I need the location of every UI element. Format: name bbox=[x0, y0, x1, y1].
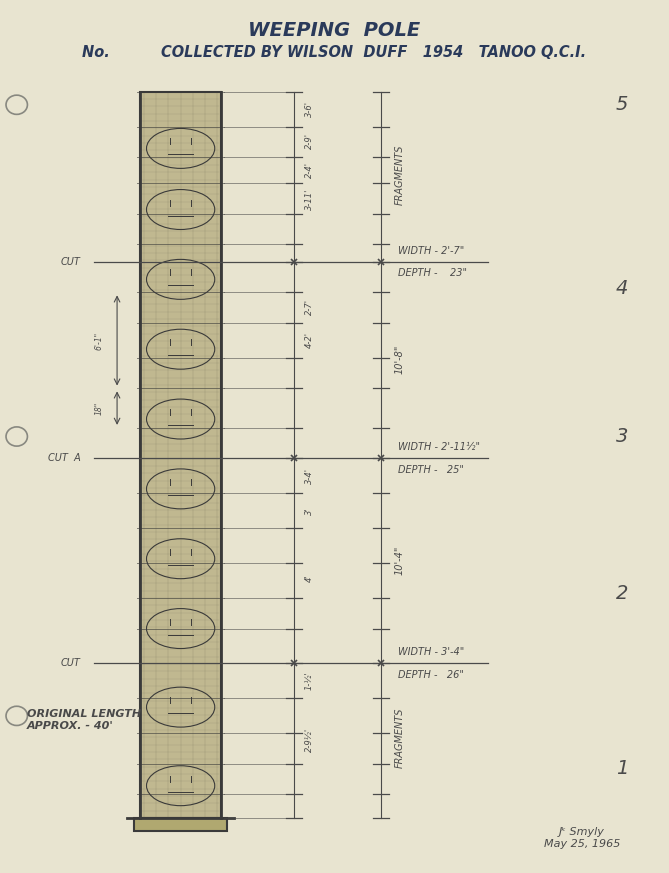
Ellipse shape bbox=[6, 95, 27, 114]
Text: 3: 3 bbox=[616, 427, 628, 446]
Text: 2: 2 bbox=[616, 584, 628, 603]
Text: 1-½': 1-½' bbox=[305, 671, 314, 691]
Text: 3': 3' bbox=[305, 507, 314, 514]
Text: WIDTH - 2'-7": WIDTH - 2'-7" bbox=[398, 245, 464, 256]
Text: 3-4': 3-4' bbox=[305, 468, 314, 484]
Text: 10'-4": 10'-4" bbox=[395, 546, 405, 575]
Text: 6'-1": 6'-1" bbox=[95, 332, 104, 349]
Text: 4-2': 4-2' bbox=[305, 333, 314, 348]
Text: CUT: CUT bbox=[60, 257, 80, 267]
Text: 3-11': 3-11' bbox=[305, 189, 314, 210]
Text: 2-7': 2-7' bbox=[305, 299, 314, 315]
Text: 2-9½': 2-9½' bbox=[305, 728, 314, 753]
Ellipse shape bbox=[6, 706, 27, 725]
Text: 2-4': 2-4' bbox=[305, 162, 314, 178]
Text: ORIGINAL LENGTH
APPROX. - 40': ORIGINAL LENGTH APPROX. - 40' bbox=[27, 710, 141, 731]
Text: DEPTH -   25": DEPTH - 25" bbox=[398, 464, 464, 475]
Text: No.          COLLECTED BY WILSON  DUFF   1954   TANOO Q.C.I.: No. COLLECTED BY WILSON DUFF 1954 TANOO … bbox=[82, 45, 587, 60]
Bar bbox=[140, 92, 221, 818]
Text: 18": 18" bbox=[95, 402, 104, 416]
Text: WEEPING  POLE: WEEPING POLE bbox=[248, 21, 421, 40]
Text: FRAGMENTS: FRAGMENTS bbox=[395, 707, 405, 768]
Text: FRAGMENTS: FRAGMENTS bbox=[395, 144, 405, 205]
Text: 3-6': 3-6' bbox=[305, 101, 314, 117]
Text: 4': 4' bbox=[305, 574, 314, 581]
Text: 4: 4 bbox=[616, 278, 628, 298]
Text: 5: 5 bbox=[616, 95, 628, 114]
Ellipse shape bbox=[6, 427, 27, 446]
Text: DEPTH -   26": DEPTH - 26" bbox=[398, 670, 464, 680]
Text: CUT: CUT bbox=[60, 658, 80, 669]
Text: WIDTH - 2'-11½": WIDTH - 2'-11½" bbox=[398, 442, 480, 452]
Text: WIDTH - 3'-4": WIDTH - 3'-4" bbox=[398, 647, 464, 657]
Text: 2-9': 2-9' bbox=[305, 134, 314, 149]
Text: DEPTH -    23": DEPTH - 23" bbox=[398, 268, 467, 278]
Text: CUT  A: CUT A bbox=[47, 453, 80, 464]
Bar bbox=[134, 818, 227, 831]
Text: Jᵏ Smyly
May 25, 1965: Jᵏ Smyly May 25, 1965 bbox=[544, 828, 620, 849]
Text: 10'-8": 10'-8" bbox=[395, 345, 405, 375]
Text: 1: 1 bbox=[616, 759, 628, 778]
